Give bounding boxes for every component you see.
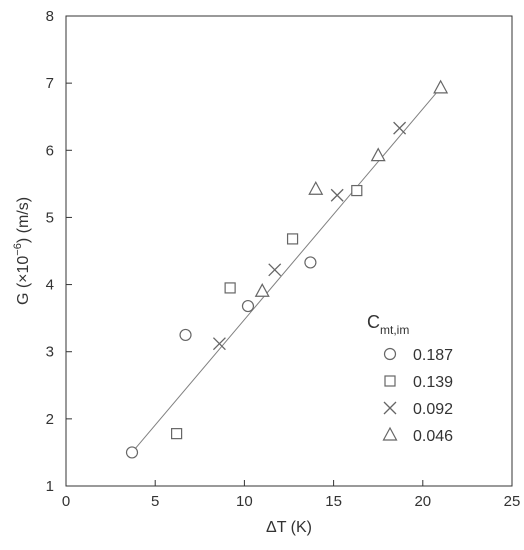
legend: Cmt,im 0.187 0.139 0.092 0.046 xyxy=(367,312,453,445)
data-point-x xyxy=(212,337,226,351)
x-tick-label: 0 xyxy=(62,493,70,510)
legend-marker-triangle xyxy=(382,426,398,441)
y-tick-label: 2 xyxy=(46,411,54,428)
data-point-circle xyxy=(179,328,192,342)
legend-marker-circle xyxy=(383,347,397,361)
y-tick-label: 6 xyxy=(46,142,54,159)
data-point-triangle xyxy=(433,79,449,94)
data-point-circle xyxy=(304,256,317,269)
data-point-square xyxy=(224,282,236,294)
y-tick-label: 8 xyxy=(46,8,54,25)
y-tick-label: 3 xyxy=(46,344,54,361)
data-point-triangle xyxy=(370,147,386,162)
x-axis-label: ΔT (K) xyxy=(266,519,312,536)
data-point-x xyxy=(330,188,344,202)
plot-frame xyxy=(65,15,513,487)
legend-label: 0.139 xyxy=(413,374,453,391)
x-tick-label: 5 xyxy=(151,493,159,510)
data-point-square xyxy=(171,428,183,440)
x-tick-label: 10 xyxy=(236,493,253,510)
data-markers xyxy=(125,79,449,459)
data-point-circle xyxy=(125,446,139,459)
legend-label: 0.092 xyxy=(413,401,453,418)
axis-ticks xyxy=(65,15,513,487)
y-tick-label: 7 xyxy=(46,75,54,92)
data-point-square xyxy=(286,233,299,245)
legend-label: 0.046 xyxy=(413,428,453,445)
fit-line xyxy=(131,87,442,453)
data-point-x xyxy=(268,263,282,277)
x-tick-label: 15 xyxy=(325,493,342,510)
y-tick-label: 4 xyxy=(46,277,54,294)
x-tick-label: 25 xyxy=(504,493,521,510)
data-point-x xyxy=(393,121,407,135)
data-point-circle xyxy=(241,299,255,313)
legend-label: 0.187 xyxy=(413,347,453,364)
data-point-triangle xyxy=(308,180,324,195)
data-point-triangle xyxy=(254,283,270,297)
legend-items: 0.187 0.139 0.092 0.046 xyxy=(382,347,453,445)
y-tick-label: 5 xyxy=(46,209,54,226)
y-axis-label: G (×10−6) (m/s) xyxy=(12,197,32,305)
x-tick-label: 20 xyxy=(414,493,431,510)
legend-marker-x xyxy=(383,401,397,415)
legend-marker-square xyxy=(384,375,396,387)
legend-title: Cmt,im xyxy=(367,312,409,337)
y-tick-label: 1 xyxy=(46,478,54,495)
axis-tick-labels: 0 5 10 15 20 25 1 2 3 4 5 6 7 8 xyxy=(46,8,521,510)
data-point-square xyxy=(351,184,363,197)
